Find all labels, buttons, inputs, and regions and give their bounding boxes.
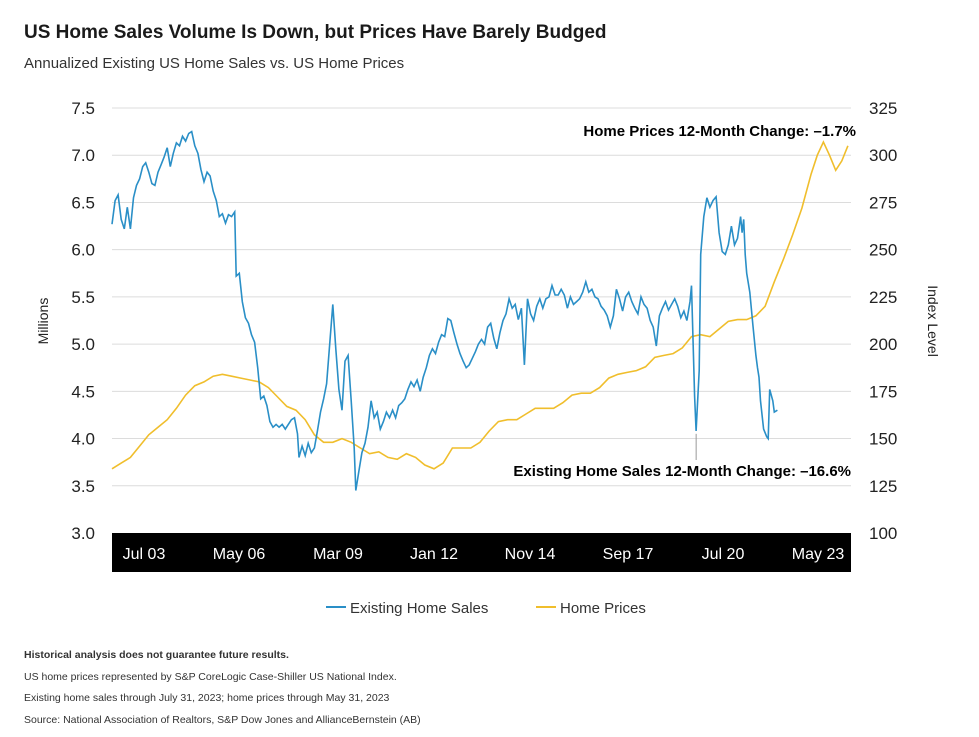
- y-right-tick-label: 325: [869, 99, 897, 118]
- y-left-tick-label: 4.0: [71, 430, 95, 449]
- x-tick-label: Jul 20: [702, 546, 745, 563]
- x-tick-label: Jan 12: [410, 546, 458, 563]
- y-left-tick-label: 5.0: [71, 335, 95, 354]
- line-chart: Jul 03 May 06 Mar 09 Jan 12 Nov 14 Sep 17 Jul …: [35, 99, 941, 617]
- y-axis-right-label: Index Level: [925, 285, 941, 357]
- y-right-tick-label: 125: [869, 477, 897, 496]
- y-right-tick-label: 175: [869, 382, 897, 401]
- y-axis-left-label: Millions: [35, 298, 51, 345]
- y-left-tick-label: 3.5: [71, 477, 95, 496]
- legend: Existing Home Sales Home Prices: [326, 600, 646, 617]
- home-sales-series-line: [111, 130, 778, 491]
- y-right-tick-label: 300: [869, 146, 897, 165]
- y-right-tick-label: 225: [869, 288, 897, 307]
- footnotes: Historical analysis does not guarantee f…: [24, 645, 421, 731]
- y-axis-right: 100 125 150 175 200 225 250 275 300 325: [869, 99, 897, 543]
- footnote-source: Source: National Association of Realtors…: [24, 713, 421, 726]
- y-right-tick-label: 275: [869, 193, 897, 212]
- y-right-tick-label: 250: [869, 241, 897, 260]
- y-left-tick-label: 5.5: [71, 288, 95, 307]
- x-tick-label: May 23: [792, 546, 845, 563]
- footnote-index: US home prices represented by S&P CoreLo…: [24, 670, 397, 683]
- footnote-disclaimer: Historical analysis does not guarantee f…: [24, 649, 289, 661]
- home-prices-series-line: [111, 140, 849, 470]
- x-tick-label: May 06: [213, 546, 266, 563]
- annotation-home-sales: Existing Home Sales 12-Month Change: –16…: [513, 463, 851, 480]
- chart-subtitle: Annualized Existing US Home Sales vs. US…: [24, 55, 405, 72]
- y-left-tick-label: 6.5: [71, 193, 95, 212]
- y-left-tick-label: 7.5: [71, 99, 95, 118]
- y-right-tick-label: 150: [869, 430, 897, 449]
- annotation-home-prices: Home Prices 12-Month Change: –1.7%: [583, 123, 856, 140]
- x-tick-label: Jul 03: [123, 546, 166, 563]
- legend-prices-label: Home Prices: [560, 600, 646, 617]
- x-axis-ticks: Jul 03 May 06 Mar 09 Jan 12 Nov 14 Sep 17 Jul …: [123, 546, 845, 563]
- y-left-tick-label: 6.0: [71, 241, 95, 260]
- x-tick-label: Nov 14: [505, 546, 556, 563]
- x-tick-label: Mar 09: [313, 546, 363, 563]
- x-axis-band: [112, 533, 851, 572]
- y-left-tick-label: 7.0: [71, 146, 95, 165]
- grid: [112, 107, 851, 487]
- footnote-dates: Existing home sales through July 31, 202…: [24, 692, 390, 704]
- chart-title: US Home Sales Volume Is Down, but Prices…: [24, 22, 607, 43]
- legend-sales-label: Existing Home Sales: [350, 600, 488, 617]
- y-right-tick-label: 200: [869, 335, 897, 354]
- y-left-tick-label: 3.0: [71, 524, 95, 543]
- y-axis-left: 3.0 3.5 4.0 4.5 5.0 5.5 6.0 6.5 7.0 7.5: [71, 99, 95, 543]
- x-tick-label: Sep 17: [603, 546, 654, 563]
- y-left-tick-label: 4.5: [71, 382, 95, 401]
- y-right-tick-label: 100: [869, 524, 897, 543]
